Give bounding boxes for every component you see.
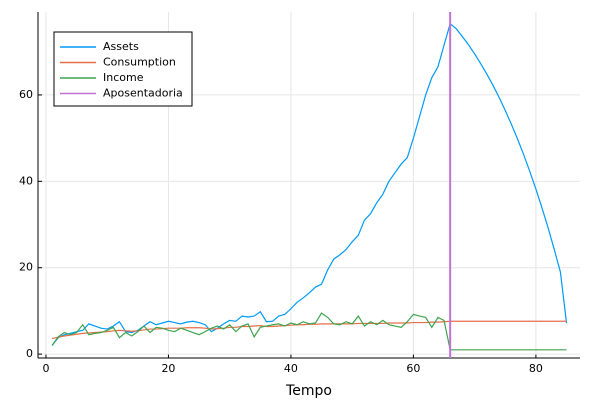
legend-label: Consumption [103, 56, 176, 69]
series-line [51, 312, 567, 351]
x-tick-label: 40 [284, 362, 298, 375]
x-tick-label: 80 [529, 362, 543, 375]
y-tick-label: 0 [26, 347, 33, 360]
y-tick-label: 40 [19, 174, 33, 187]
x-tick-label: 60 [406, 362, 420, 375]
y-tick-label: 60 [19, 88, 33, 101]
y-tick-label: 20 [19, 261, 33, 274]
legend-label: Aposentadoria [103, 87, 183, 100]
legend-label: Assets [103, 40, 139, 53]
x-axis-label: Tempo [285, 383, 332, 399]
legend-label: Income [103, 71, 144, 84]
x-tick-label: 20 [161, 362, 175, 375]
x-tick-label: 0 [42, 362, 49, 375]
